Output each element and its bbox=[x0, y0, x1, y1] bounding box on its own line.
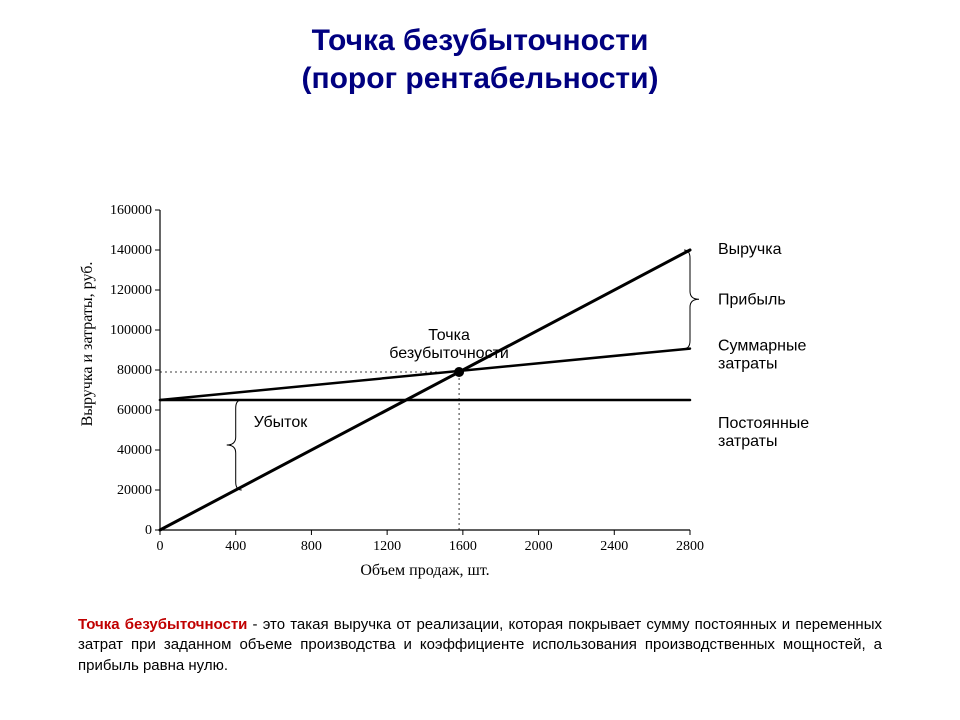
label-profit: Прибыль bbox=[718, 291, 786, 308]
page-title: Точка безубыточности (порог рентабельнос… bbox=[0, 22, 960, 97]
y-tick-label: 40000 bbox=[117, 443, 152, 458]
label-total-costs: Суммарныезатраты bbox=[718, 338, 807, 373]
title-line1: Точка безубыточности bbox=[312, 24, 649, 57]
chart-svg: 0200004000060000800001000001200001400001… bbox=[90, 200, 890, 590]
definition-lead: Точка безубыточности bbox=[78, 616, 247, 633]
y-tick-label: 120000 bbox=[110, 283, 152, 298]
y-tick-label: 20000 bbox=[117, 483, 152, 498]
definition-paragraph: Точка безубыточности - это такая выручка… bbox=[78, 615, 882, 676]
breakeven-point bbox=[454, 367, 464, 377]
x-tick-label: 1600 bbox=[449, 539, 477, 554]
x-tick-label: 2400 bbox=[600, 539, 628, 554]
x-axis-title: Объем продаж, шт. bbox=[360, 562, 489, 579]
label-revenue: Выручка bbox=[718, 241, 782, 258]
label-fixed-costs: Постоянныезатраты bbox=[718, 415, 809, 450]
y-tick-label: 80000 bbox=[117, 363, 152, 378]
y-tick-label: 0 bbox=[145, 523, 152, 538]
y-tick-label: 140000 bbox=[110, 243, 152, 258]
x-tick-label: 2000 bbox=[525, 539, 553, 554]
breakeven-chart: 0200004000060000800001000001200001400001… bbox=[90, 200, 890, 590]
y-tick-label: 60000 bbox=[117, 403, 152, 418]
series-revenue bbox=[160, 250, 690, 530]
x-tick-label: 800 bbox=[301, 539, 322, 554]
brace bbox=[684, 250, 699, 349]
label-loss: Убыток bbox=[254, 414, 309, 431]
x-tick-label: 1200 bbox=[373, 539, 401, 554]
y-tick-label: 160000 bbox=[110, 203, 152, 218]
x-tick-label: 2800 bbox=[676, 539, 704, 554]
brace bbox=[227, 400, 242, 490]
breakeven-label: Точкабезубыточности bbox=[389, 327, 509, 362]
x-tick-label: 0 bbox=[157, 539, 164, 554]
x-tick-label: 400 bbox=[225, 539, 246, 554]
title-line2: (порог рентабельности) bbox=[302, 62, 659, 95]
y-tick-label: 100000 bbox=[110, 323, 152, 338]
